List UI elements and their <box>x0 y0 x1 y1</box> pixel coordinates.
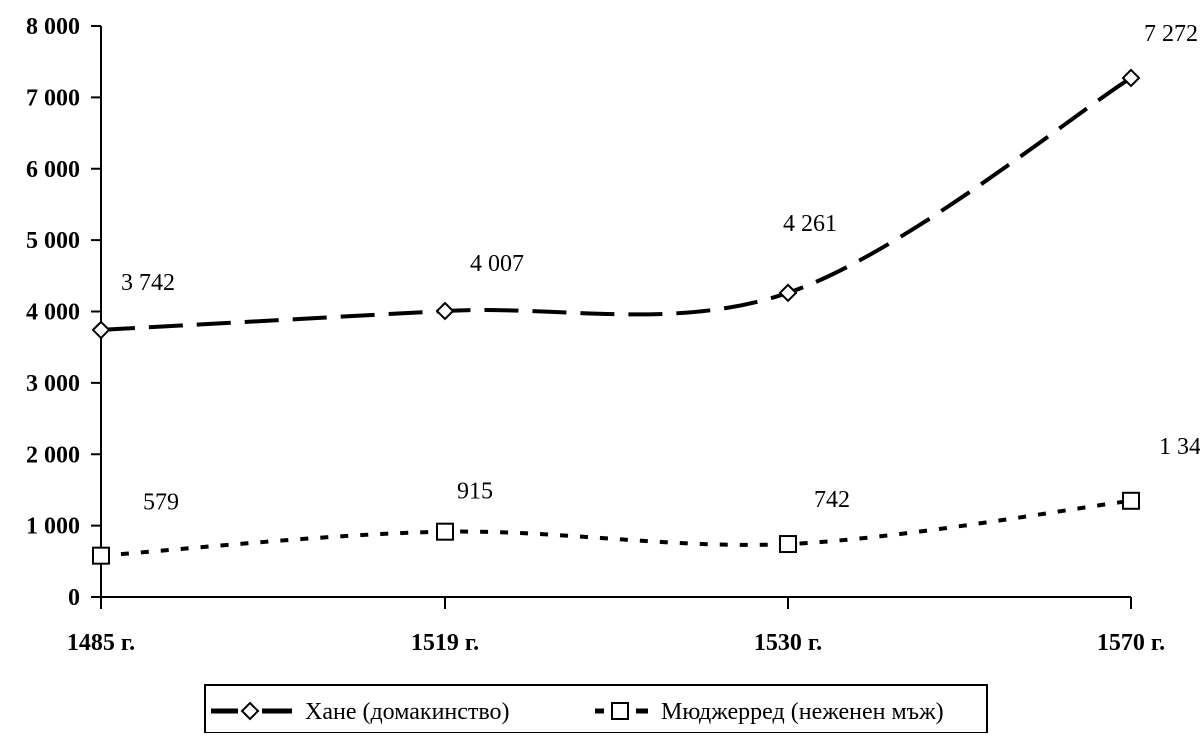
diamond-marker <box>1121 68 1141 88</box>
y-tick-label: 5 000 <box>26 228 80 254</box>
y-tick-label: 7 000 <box>26 85 80 111</box>
series-line-2 <box>100 498 1132 558</box>
data-label: 915 <box>457 479 493 505</box>
diamond-marker <box>435 301 455 321</box>
y-tick-label: 6 000 <box>26 157 80 183</box>
y-tick-label: 8 000 <box>26 14 80 40</box>
y-tick-label: 0 <box>68 585 80 611</box>
legend-square-marker <box>611 702 629 720</box>
data-label: 1 348 <box>1159 434 1200 460</box>
data-label: 4 007 <box>470 251 524 277</box>
diamond-marker <box>91 320 111 340</box>
data-label: 4 261 <box>783 211 837 237</box>
x-tick-label: 1519 г. <box>411 630 479 656</box>
square-marker <box>436 522 454 541</box>
square-marker <box>1122 491 1140 510</box>
y-tick-label: 3 000 <box>26 371 80 397</box>
legend-label: Мюджерред (неженен мъж) <box>661 699 944 725</box>
series-line-1 <box>100 76 1133 332</box>
data-label: 742 <box>814 487 850 513</box>
series-layer <box>91 68 1141 565</box>
x-tick-label: 1530 г. <box>754 630 822 656</box>
legend-diamond-marker <box>240 701 260 721</box>
axes: 0 1 000 2 000 3 000 4 000 5 000 6 000 7 000 8 00… <box>26 14 1165 656</box>
data-labels: 3 742 4 007 4 261 7 272 579 915 742 1 348 <box>121 21 1200 516</box>
square-marker <box>92 546 110 565</box>
y-tick-label: 1 000 <box>26 514 80 540</box>
x-tick-label: 1570 г. <box>1097 630 1165 656</box>
diamond-marker <box>778 283 798 303</box>
x-tick-label: 1485 г. <box>67 630 135 656</box>
legend-label: Хане (домакинство) <box>305 699 510 725</box>
data-label: 7 272 <box>1144 21 1198 47</box>
data-label: 579 <box>143 490 179 516</box>
y-tick-label: 2 000 <box>26 442 80 468</box>
square-marker <box>779 535 797 554</box>
legend: Хане (домакинство) Мюджерред (неженен мъж… <box>204 684 988 734</box>
y-tick-label: 4 000 <box>26 300 80 326</box>
data-label: 3 742 <box>121 270 175 296</box>
